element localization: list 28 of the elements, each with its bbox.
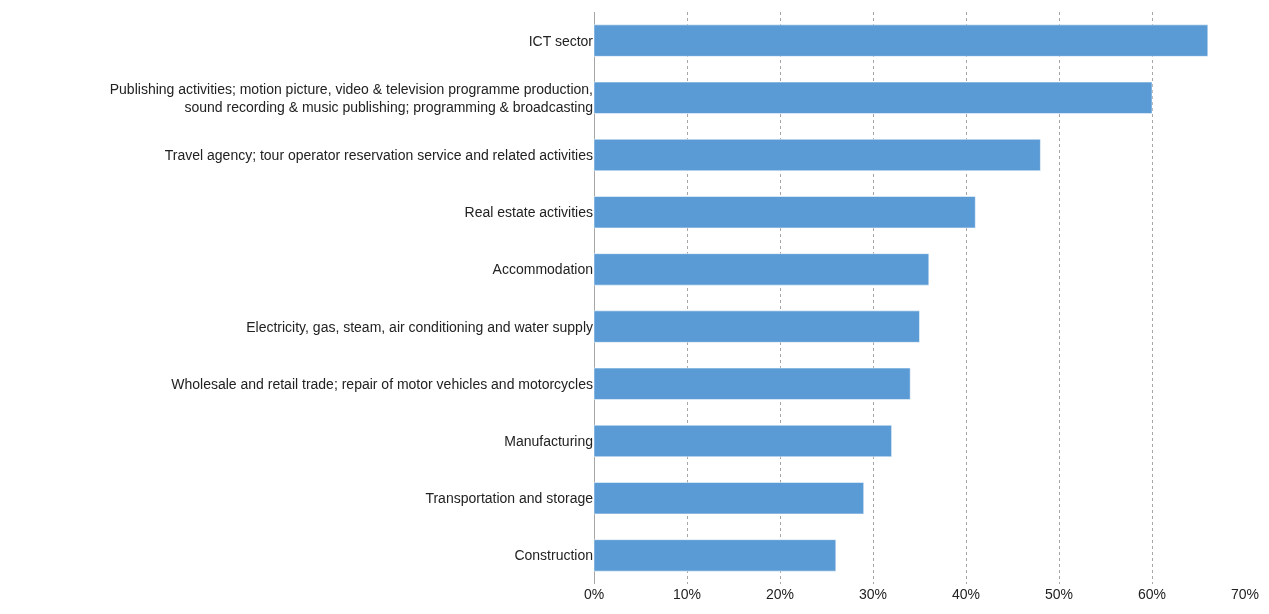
x-tick-label: 0% — [583, 586, 605, 602]
x-tick-label: 40% — [951, 586, 981, 602]
y-tick-label: Real estate activities — [464, 204, 593, 221]
y-tick-label: Electricity, gas, steam, air conditioning and water supply — [246, 318, 593, 335]
x-tick-label: 50% — [1044, 586, 1074, 602]
y-tick-label: ICT sector — [528, 32, 594, 49]
bar — [594, 310, 920, 343]
y-tick-label: Construction — [514, 547, 593, 564]
x-tick-label: 70% — [1230, 586, 1260, 602]
bar — [594, 139, 1041, 171]
x-tick-label: 10% — [672, 586, 702, 602]
bar — [594, 367, 911, 400]
x-tick-label: 60% — [1137, 586, 1167, 602]
y-tick-label: Publishing activities; motion picture, video & television programme production, sound recording & music publishing; programming & broadcasting — [109, 80, 593, 115]
bar — [594, 482, 864, 515]
bar — [594, 196, 976, 229]
bar — [594, 253, 930, 286]
y-tick-label: Wholesale and retail trade; repair of motor vehicles and motorcycles — [171, 375, 593, 392]
y-tick-label: Transportation and storage — [425, 490, 594, 507]
x-tick-label: 20% — [765, 586, 795, 602]
bar — [594, 539, 837, 572]
x-tick-label: 30% — [858, 586, 888, 602]
y-tick-label: Manufacturing — [504, 432, 593, 449]
bar — [594, 24, 1209, 57]
y-tick-label: Accommodation — [492, 261, 593, 278]
bar — [594, 425, 892, 457]
y-tick-label: Travel agency; tour operator reservation service and related activities — [164, 146, 593, 163]
bar — [594, 81, 1153, 114]
